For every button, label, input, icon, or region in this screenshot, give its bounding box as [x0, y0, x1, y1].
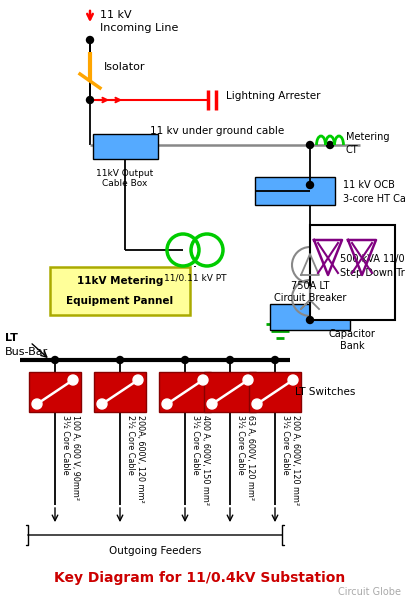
- Text: Circuit Globe: Circuit Globe: [339, 587, 401, 597]
- Text: Equipment Pannel: Equipment Pannel: [66, 296, 174, 306]
- Circle shape: [288, 375, 298, 385]
- Text: 200 A, 600V, 120 mm²
3½ Core Cable: 200 A, 600V, 120 mm² 3½ Core Cable: [281, 415, 301, 505]
- Circle shape: [307, 181, 313, 188]
- Text: Circuit Breaker: Circuit Breaker: [274, 293, 346, 303]
- Circle shape: [87, 37, 94, 43]
- Text: 3-core HT Cable: 3-core HT Cable: [343, 194, 405, 204]
- Circle shape: [252, 399, 262, 409]
- Text: Key Diagram for 11/0.4kV Substation: Key Diagram for 11/0.4kV Substation: [54, 571, 345, 585]
- Text: Metering: Metering: [346, 132, 390, 142]
- Text: 100 A, 600 V, 90mm²
3½ Core Cable: 100 A, 600 V, 90mm² 3½ Core Cable: [61, 415, 81, 500]
- Text: 11kV Metering: 11kV Metering: [77, 276, 163, 286]
- Text: 200A, 600V, 120 mm²
2½ Core Cable: 200A, 600V, 120 mm² 2½ Core Cable: [126, 415, 145, 503]
- Circle shape: [97, 399, 107, 409]
- Circle shape: [198, 375, 208, 385]
- Text: 63 A, 600V, 120 mm²
3½ Core Cable: 63 A, 600V, 120 mm² 3½ Core Cable: [236, 415, 256, 500]
- Text: Step Down Transformer: Step Down Transformer: [340, 268, 405, 278]
- Circle shape: [133, 375, 143, 385]
- Circle shape: [51, 356, 58, 364]
- Text: Lightning Arrester: Lightning Arrester: [226, 91, 320, 101]
- Bar: [270, 304, 350, 330]
- Text: Outgoing Feeders: Outgoing Feeders: [109, 546, 201, 556]
- Bar: [204, 372, 256, 412]
- Text: Cable Box: Cable Box: [102, 179, 148, 188]
- Bar: [93, 134, 158, 159]
- Text: 11 kv under ground cable: 11 kv under ground cable: [150, 126, 284, 136]
- Text: Bus-Bar: Bus-Bar: [5, 347, 48, 357]
- Text: CT: CT: [346, 145, 358, 155]
- Bar: [94, 372, 146, 412]
- Circle shape: [162, 399, 172, 409]
- Bar: [249, 372, 301, 412]
- Text: 11/0.11 kV PT: 11/0.11 kV PT: [164, 274, 226, 283]
- Bar: [29, 372, 81, 412]
- Circle shape: [32, 399, 42, 409]
- Circle shape: [181, 356, 188, 364]
- Text: Incoming Line: Incoming Line: [100, 23, 178, 33]
- Text: Isolator: Isolator: [104, 62, 145, 72]
- Text: 500 kVA 11/0.415kV: 500 kVA 11/0.415kV: [340, 254, 405, 264]
- Bar: [310, 225, 395, 320]
- Circle shape: [87, 97, 94, 103]
- Bar: [159, 372, 211, 412]
- Circle shape: [117, 356, 124, 364]
- Circle shape: [271, 356, 279, 364]
- Bar: [255, 177, 335, 205]
- Text: 750A LT: 750A LT: [291, 281, 329, 291]
- Circle shape: [226, 356, 234, 364]
- Bar: [50, 267, 190, 315]
- Circle shape: [243, 375, 253, 385]
- Text: 11kV Output: 11kV Output: [96, 169, 153, 178]
- Text: LT Switches: LT Switches: [295, 387, 355, 397]
- Circle shape: [68, 375, 78, 385]
- Circle shape: [207, 399, 217, 409]
- Circle shape: [307, 317, 313, 323]
- Text: LT: LT: [5, 333, 18, 343]
- Text: 11 kV: 11 kV: [100, 10, 132, 20]
- Circle shape: [307, 142, 313, 148]
- Circle shape: [326, 142, 333, 148]
- Text: 400 A, 600V, 150 mm²
3½ Core Cable: 400 A, 600V, 150 mm² 3½ Core Cable: [191, 415, 211, 505]
- Text: Bank: Bank: [340, 341, 364, 351]
- Text: 11 kV OCB: 11 kV OCB: [343, 180, 395, 190]
- Text: Capacitor: Capacitor: [328, 329, 375, 339]
